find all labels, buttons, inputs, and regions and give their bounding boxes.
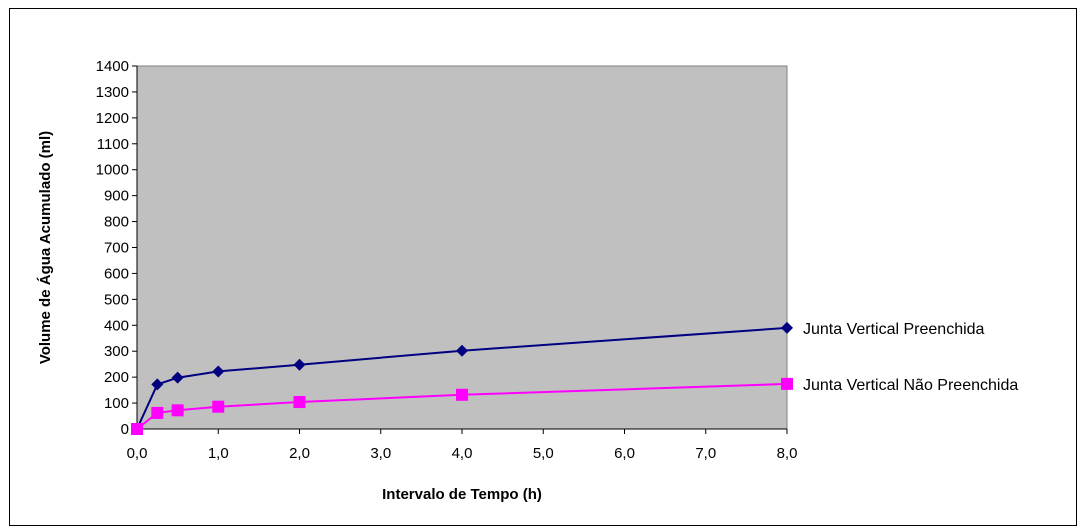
data-point [293,358,306,371]
y-axis-title: Volume de Água Acumulado (ml) [37,131,54,364]
x-tick-label: 1,0 [208,445,229,462]
y-tick-label: 1400 [96,58,129,75]
data-point [293,396,306,409]
y-tick-label: 300 [104,343,129,360]
data-point [171,404,184,417]
data-point [781,377,793,390]
y-tick-label: 800 [104,214,129,231]
x-axis-title: Intervalo de Tempo (h) [382,486,542,503]
x-tick-label: 5,0 [533,445,554,462]
y-tick-label: 0 [121,421,129,438]
y-tick-label: 400 [104,317,129,334]
y-axis: 0 100 200 300 400 500 600 700 800 900 1000 1100 1200… [96,58,138,438]
x-tick-label: 3,0 [370,445,391,462]
series-layer [131,321,793,435]
x-tick-label: 8,0 [777,445,798,462]
y-tick-label: 1100 [97,136,129,153]
y-tick-label: 1200 [96,110,129,127]
data-point [456,344,468,357]
y-tick-label: 500 [104,291,129,308]
y-tick-label: 1000 [96,162,129,179]
series-1 [131,321,793,435]
x-tick-label: 4,0 [452,445,473,462]
y-tick-label: 100 [104,395,129,412]
y-tick-label: 700 [104,240,129,257]
x-tick-label: 0,0 [127,445,148,462]
data-point [171,371,184,384]
data-point [212,400,225,413]
y-tick-label: 600 [104,265,129,282]
y-tick-label: 1300 [96,84,129,101]
y-tick-label: 900 [104,188,129,205]
data-point [131,423,143,435]
data-point [151,378,164,391]
legend-label: Junta Vertical Preenchida [803,321,985,338]
series-2 [131,377,793,435]
x-tick-label: 7,0 [695,445,716,462]
y-tick-label: 200 [104,369,129,386]
data-point [456,388,468,401]
x-tick-label: 6,0 [614,445,635,462]
data-point [151,406,164,419]
legend-label: Junta Vertical Não Preenchida [803,377,1018,394]
data-point [781,321,793,334]
x-tick-label: 2,0 [289,445,310,462]
plot-area [136,65,788,430]
data-point [212,365,225,378]
legend: Junta Vertical Preenchida Junta Vertical … [803,321,1018,394]
x-axis: 0,0 1,0 2,0 3,0 4,0 5,0 6,0 7,0 8,0 [127,428,798,462]
